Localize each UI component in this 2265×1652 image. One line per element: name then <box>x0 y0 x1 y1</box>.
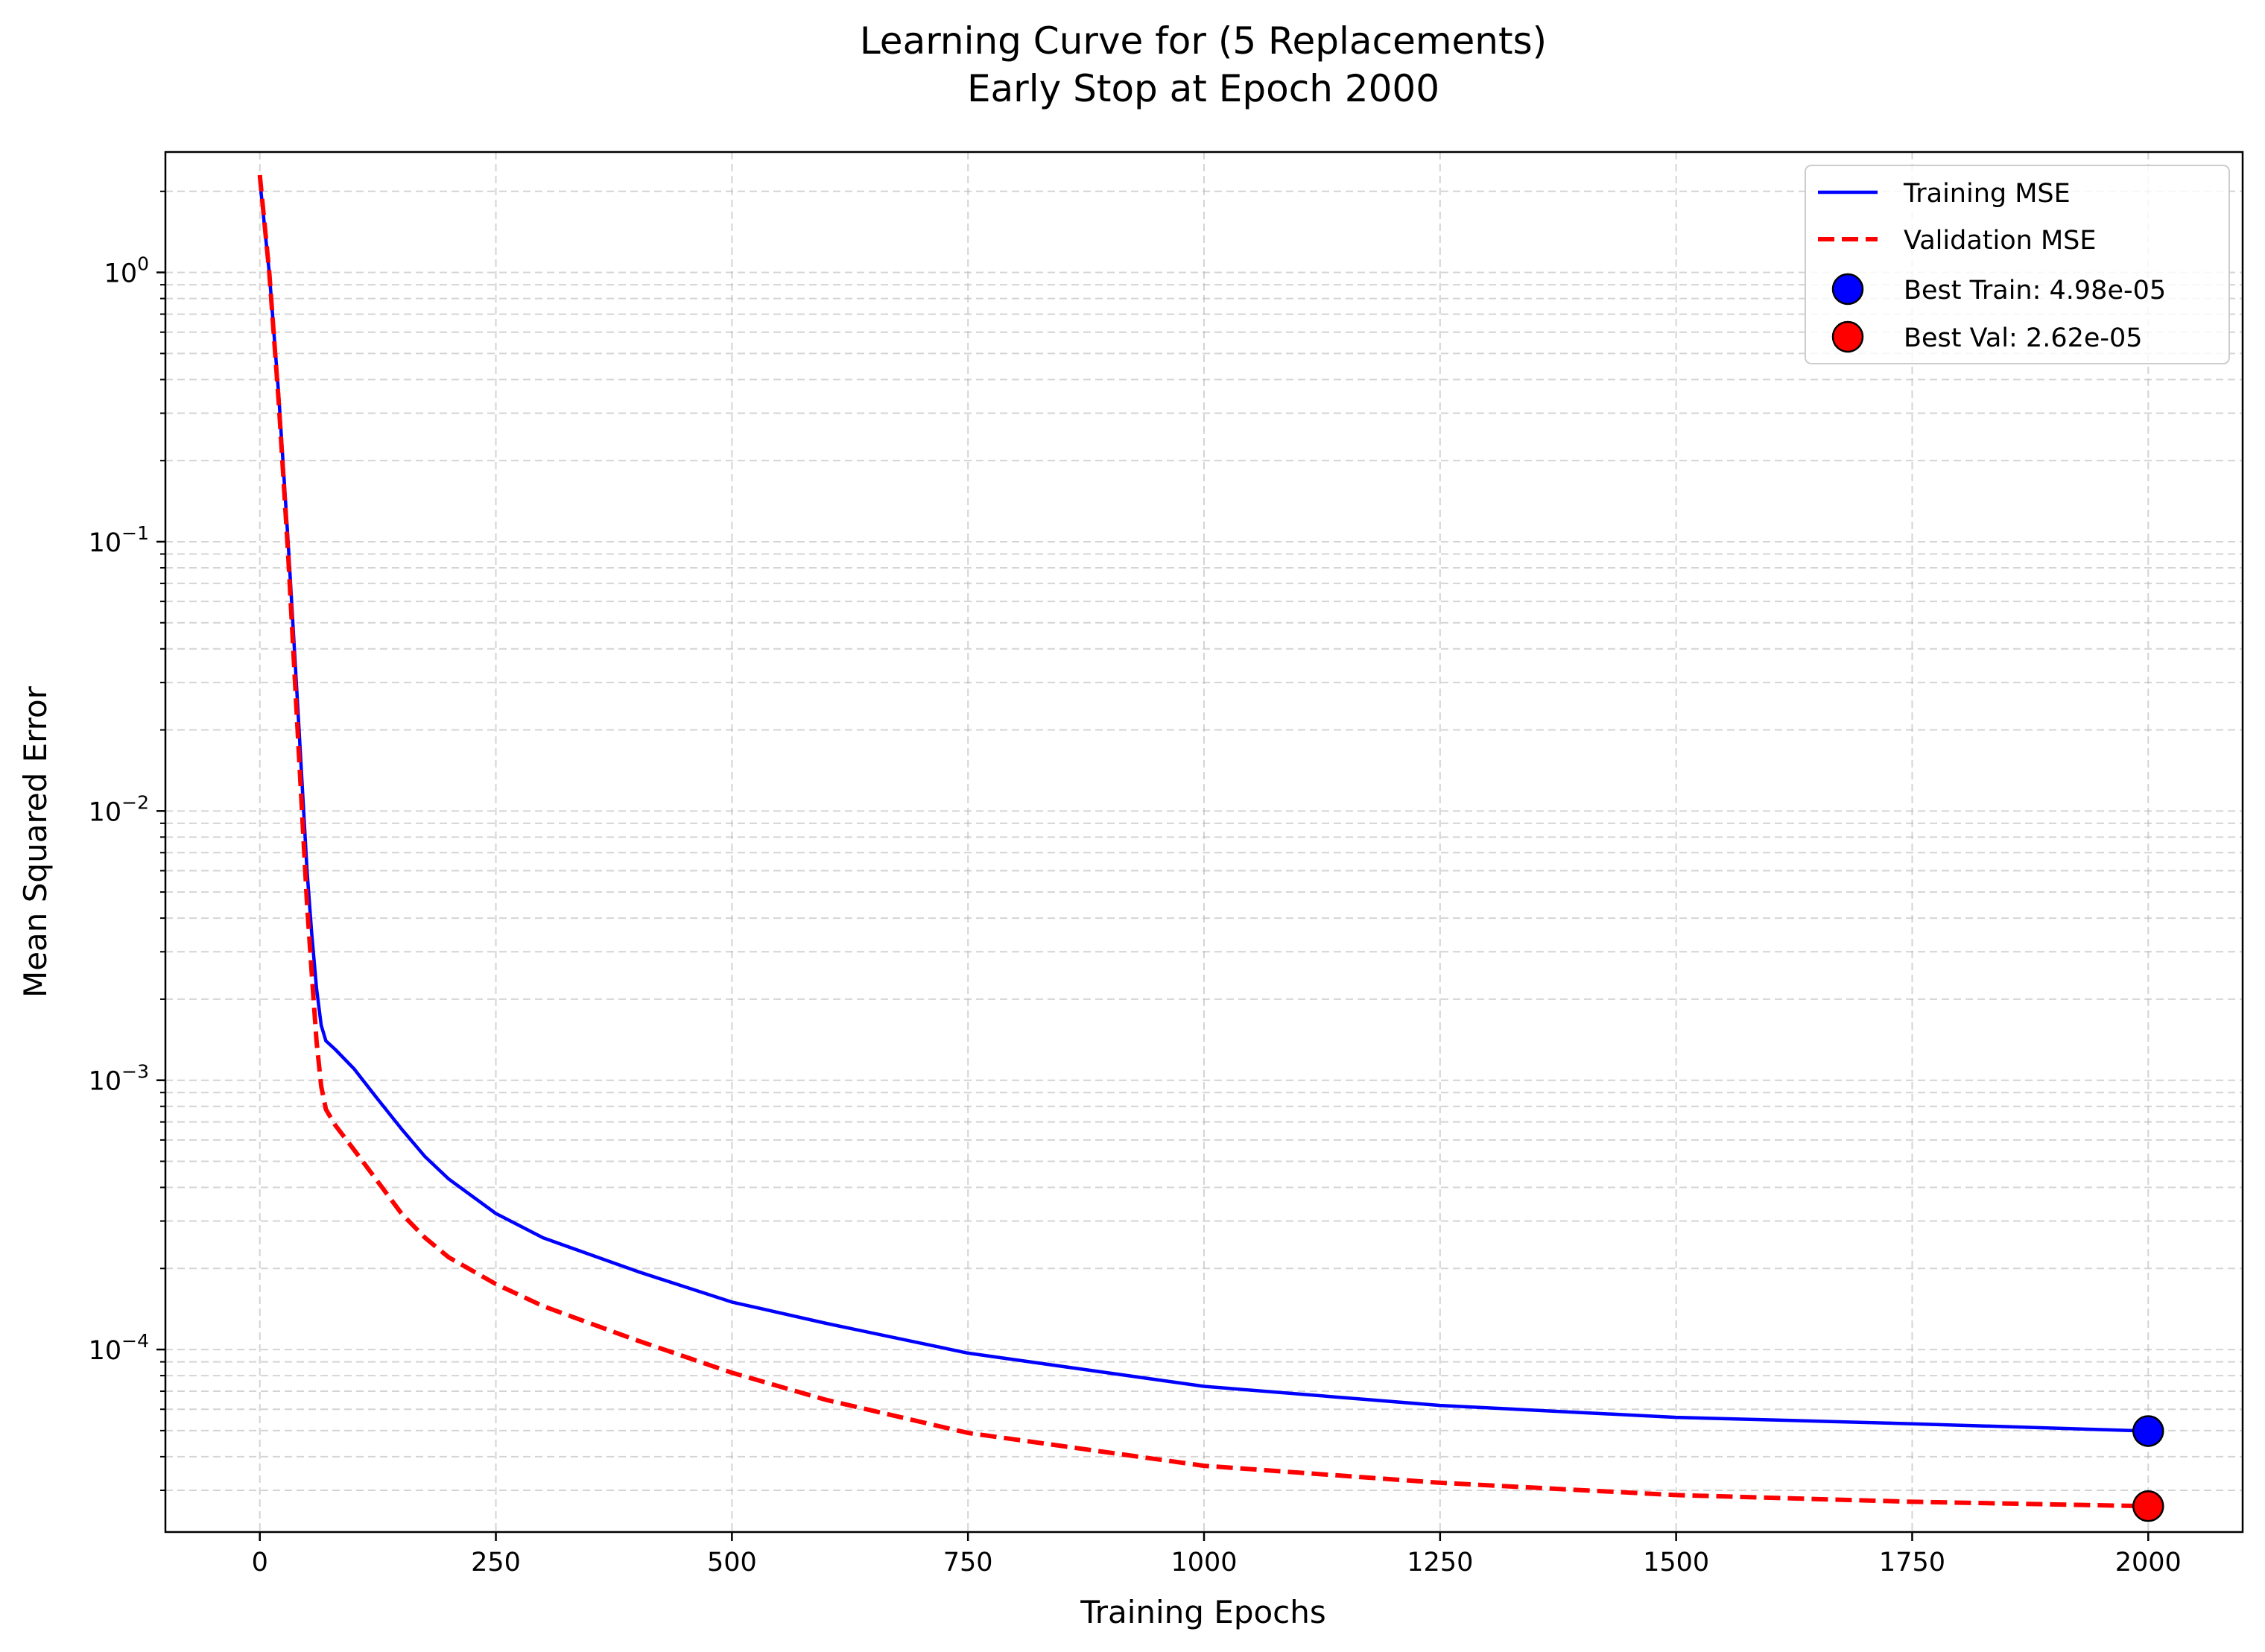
y-tick-label: 100 <box>104 253 149 289</box>
series-lines <box>257 174 2149 1509</box>
x-tick-label: 500 <box>707 1548 757 1577</box>
legend-best-val-label: Best Val: 2.62e-05 <box>1904 323 2143 353</box>
chart-title-line-1: Learning Curve for (5 Replacements) <box>860 19 1547 63</box>
y-tick-label: 10−2 <box>89 791 149 827</box>
x-tick-label: 1750 <box>1879 1548 1945 1577</box>
x-tick-label: 750 <box>943 1548 993 1577</box>
legend: Training MSE Validation MSE Best Train: … <box>1805 165 2230 364</box>
chart-title-line-2: Early Stop at Epoch 2000 <box>967 67 1439 110</box>
y-tick-label: 10−3 <box>89 1061 149 1097</box>
training-mse-line <box>258 180 2149 1433</box>
x-tick-label: 1250 <box>1407 1548 1473 1577</box>
best-markers <box>2132 1415 2164 1522</box>
x-tick-label: 2000 <box>2115 1548 2182 1577</box>
legend-best-val-marker <box>1831 320 1864 353</box>
best-val-marker <box>2132 1490 2164 1522</box>
y-axis-ticks: 100 10−1 10−2 10−3 10−4 <box>89 190 165 1492</box>
y-tick-label: 10−1 <box>89 522 149 558</box>
legend-best-train-label: Best Train: 4.98e-05 <box>1904 276 2166 306</box>
y-tick-label: 10−4 <box>89 1330 149 1366</box>
legend-validation-label: Validation MSE <box>1904 226 2096 256</box>
x-axis-ticks: 0 250 500 750 1000 1250 1500 1750 2000 <box>252 1532 2182 1577</box>
validation-mse-line <box>257 174 2149 1509</box>
x-axis-label: Training Epochs <box>1080 1594 1326 1630</box>
y-axis-label: Mean Squared Error <box>17 686 54 998</box>
best-train-marker <box>2132 1415 2164 1447</box>
x-tick-label: 1000 <box>1170 1548 1237 1577</box>
x-tick-label: 250 <box>471 1548 521 1577</box>
legend-best-train-marker <box>1831 273 1864 306</box>
legend-box <box>1805 165 2230 364</box>
x-tick-label: 1500 <box>1643 1548 1709 1577</box>
x-tick-label: 0 <box>252 1548 268 1577</box>
legend-training-label: Training MSE <box>1903 179 2071 209</box>
